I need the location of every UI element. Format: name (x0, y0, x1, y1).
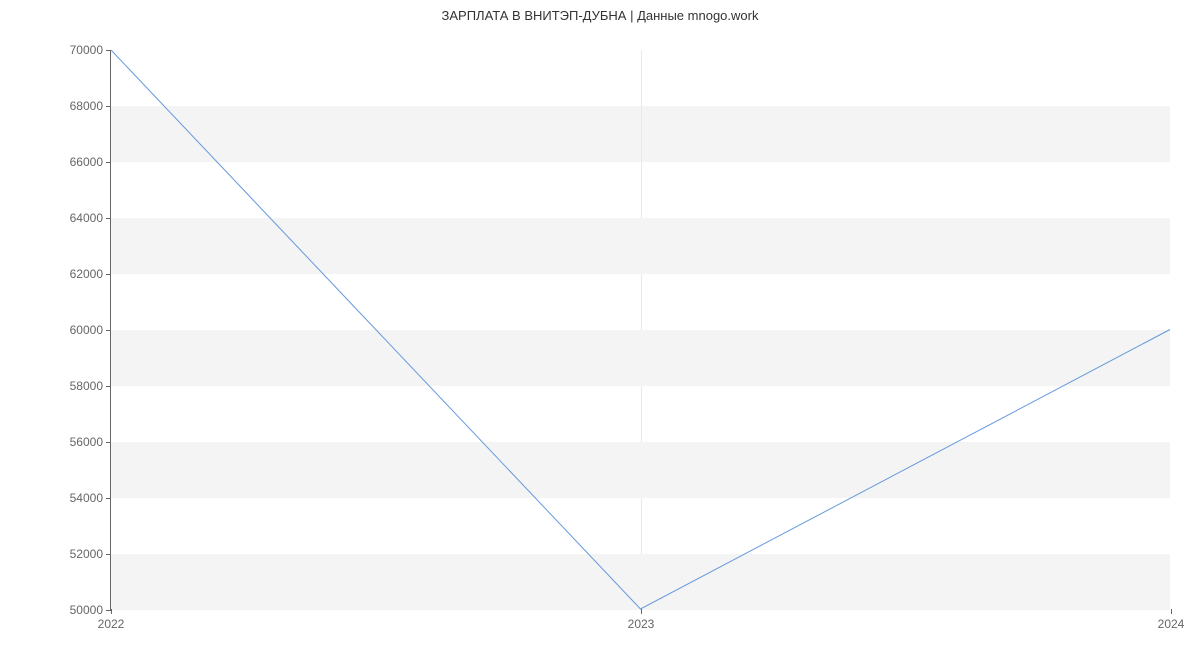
y-tick-mark (106, 162, 111, 163)
x-tick-mark (641, 609, 642, 614)
y-tick-label: 68000 (70, 99, 103, 113)
line-series (111, 50, 1170, 609)
y-tick-label: 52000 (70, 547, 103, 561)
y-tick-mark (106, 274, 111, 275)
y-tick-mark (106, 330, 111, 331)
y-tick-label: 66000 (70, 155, 103, 169)
x-tick-label: 2022 (98, 617, 125, 631)
chart-container: 5000052000540005600058000600006200064000… (110, 50, 1170, 610)
y-tick-mark (106, 50, 111, 51)
y-tick-label: 50000 (70, 603, 103, 617)
y-tick-label: 60000 (70, 323, 103, 337)
y-tick-mark (106, 498, 111, 499)
x-tick-label: 2023 (628, 617, 655, 631)
chart-title: ЗАРПЛАТА В ВНИТЭП-ДУБНА | Данные mnogo.w… (0, 0, 1200, 23)
y-tick-mark (106, 554, 111, 555)
y-tick-label: 54000 (70, 491, 103, 505)
x-tick-label: 2024 (1158, 617, 1185, 631)
plot-area: 5000052000540005600058000600006200064000… (110, 50, 1170, 610)
x-tick-mark (1171, 609, 1172, 614)
x-tick-mark (111, 609, 112, 614)
y-tick-mark (106, 218, 111, 219)
y-tick-label: 62000 (70, 267, 103, 281)
data-line (111, 50, 1170, 609)
y-tick-mark (106, 106, 111, 107)
y-tick-mark (106, 442, 111, 443)
y-tick-label: 56000 (70, 435, 103, 449)
y-tick-mark (106, 386, 111, 387)
y-tick-label: 70000 (70, 43, 103, 57)
y-tick-label: 58000 (70, 379, 103, 393)
y-tick-label: 64000 (70, 211, 103, 225)
